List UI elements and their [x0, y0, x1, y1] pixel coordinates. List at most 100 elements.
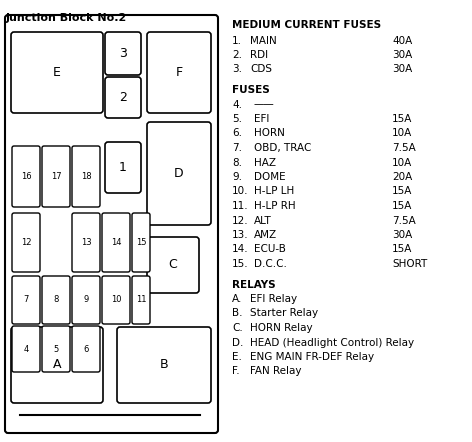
Text: 7.5A: 7.5A	[392, 143, 416, 153]
Text: E: E	[53, 66, 61, 79]
Text: FUSES: FUSES	[232, 85, 270, 95]
Text: E.: E.	[232, 352, 242, 362]
Text: 15: 15	[136, 238, 146, 247]
Text: D: D	[174, 167, 184, 180]
Text: CDS: CDS	[250, 65, 272, 75]
FancyBboxPatch shape	[12, 326, 40, 372]
Text: 10: 10	[111, 296, 121, 305]
Text: A: A	[53, 358, 61, 371]
Text: 7.: 7.	[232, 143, 242, 153]
Text: D.: D.	[232, 338, 244, 347]
Text: 3: 3	[119, 47, 127, 60]
Text: RDI: RDI	[250, 50, 268, 60]
Text: ——: ——	[254, 99, 275, 110]
Text: 15A: 15A	[392, 244, 413, 255]
Text: RELAYS: RELAYS	[232, 279, 276, 290]
FancyBboxPatch shape	[5, 15, 218, 433]
Text: 40A: 40A	[392, 35, 412, 46]
Text: 8: 8	[53, 296, 59, 305]
FancyBboxPatch shape	[12, 213, 40, 272]
Text: 20A: 20A	[392, 172, 412, 182]
Text: 2: 2	[119, 91, 127, 104]
Text: 14.: 14.	[232, 244, 249, 255]
Text: 18: 18	[81, 172, 91, 181]
Text: 15.: 15.	[232, 259, 249, 269]
Text: B.: B.	[232, 309, 243, 319]
Text: 15A: 15A	[392, 114, 413, 124]
Text: 8.: 8.	[232, 157, 242, 168]
Text: 7.5A: 7.5A	[392, 216, 416, 225]
FancyBboxPatch shape	[147, 122, 211, 225]
Text: 10A: 10A	[392, 129, 412, 138]
Text: 10.: 10.	[232, 187, 248, 197]
Text: EFI: EFI	[254, 114, 270, 124]
Text: 15A: 15A	[392, 187, 413, 197]
FancyBboxPatch shape	[102, 276, 130, 324]
FancyBboxPatch shape	[72, 146, 100, 207]
Text: A.: A.	[232, 294, 243, 304]
Text: 3.: 3.	[232, 65, 242, 75]
FancyBboxPatch shape	[132, 213, 150, 272]
Text: MAIN: MAIN	[250, 35, 277, 46]
Text: 2.: 2.	[232, 50, 242, 60]
Text: C.: C.	[232, 323, 243, 333]
Text: 12: 12	[21, 238, 31, 247]
Text: DOME: DOME	[254, 172, 286, 182]
Text: OBD, TRAC: OBD, TRAC	[254, 143, 312, 153]
Text: 16: 16	[21, 172, 31, 181]
Text: 15A: 15A	[392, 201, 413, 211]
Text: 17: 17	[51, 172, 61, 181]
Text: 5: 5	[53, 344, 59, 354]
Text: Starter Relay: Starter Relay	[250, 309, 318, 319]
FancyBboxPatch shape	[11, 32, 103, 113]
FancyBboxPatch shape	[11, 327, 103, 403]
Text: Junction Block No.2: Junction Block No.2	[6, 13, 127, 23]
Text: B: B	[160, 358, 169, 371]
Text: ALT: ALT	[254, 216, 272, 225]
FancyBboxPatch shape	[72, 276, 100, 324]
Text: C: C	[169, 259, 177, 271]
Text: 9.: 9.	[232, 172, 242, 182]
FancyBboxPatch shape	[42, 276, 70, 324]
Text: 9: 9	[84, 296, 89, 305]
FancyBboxPatch shape	[147, 237, 199, 293]
FancyBboxPatch shape	[147, 32, 211, 113]
FancyBboxPatch shape	[42, 326, 70, 372]
FancyBboxPatch shape	[12, 146, 40, 207]
Text: F.: F.	[232, 366, 240, 377]
Text: 13.: 13.	[232, 230, 249, 240]
Text: D.C.C.: D.C.C.	[254, 259, 287, 269]
Text: 12.: 12.	[232, 216, 249, 225]
Text: 1: 1	[119, 161, 127, 174]
Text: HORN Relay: HORN Relay	[250, 323, 312, 333]
Text: 30A: 30A	[392, 230, 412, 240]
Text: SHORT: SHORT	[392, 259, 427, 269]
Text: 11: 11	[136, 296, 146, 305]
FancyBboxPatch shape	[12, 276, 40, 324]
Text: 1.: 1.	[232, 35, 242, 46]
Text: 30A: 30A	[392, 50, 412, 60]
FancyBboxPatch shape	[102, 213, 130, 272]
Text: HORN: HORN	[254, 129, 285, 138]
Text: 4.: 4.	[232, 99, 242, 110]
Text: 10A: 10A	[392, 157, 412, 168]
Text: 6.: 6.	[232, 129, 242, 138]
Text: H-LP LH: H-LP LH	[254, 187, 294, 197]
FancyBboxPatch shape	[105, 32, 141, 75]
Text: 11.: 11.	[232, 201, 249, 211]
Text: 14: 14	[111, 238, 121, 247]
FancyBboxPatch shape	[117, 327, 211, 403]
Text: AMZ: AMZ	[254, 230, 277, 240]
FancyBboxPatch shape	[105, 77, 141, 118]
Text: HAZ: HAZ	[254, 157, 276, 168]
FancyBboxPatch shape	[105, 142, 141, 193]
FancyBboxPatch shape	[72, 326, 100, 372]
Text: 5.: 5.	[232, 114, 242, 124]
FancyBboxPatch shape	[42, 146, 70, 207]
Text: MEDIUM CURRENT FUSES: MEDIUM CURRENT FUSES	[232, 20, 381, 30]
Text: ECU-B: ECU-B	[254, 244, 286, 255]
Text: HEAD (Headlight Control) Relay: HEAD (Headlight Control) Relay	[250, 338, 414, 347]
FancyBboxPatch shape	[72, 213, 100, 272]
Text: F: F	[176, 66, 183, 79]
Text: 6: 6	[84, 344, 89, 354]
